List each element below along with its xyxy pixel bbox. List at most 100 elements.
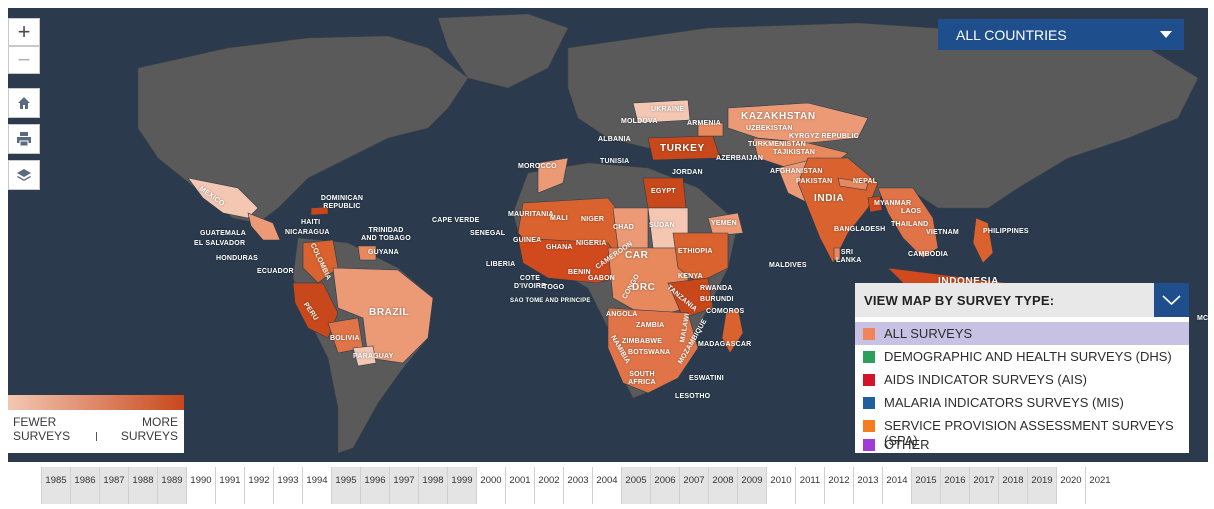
year-1999[interactable]: 1999 bbox=[447, 467, 476, 504]
country-label[interactable]: PARAGUAY bbox=[353, 353, 394, 360]
country-label[interactable]: HONDURAS bbox=[216, 255, 259, 262]
year-2011[interactable]: 2011 bbox=[795, 467, 824, 504]
country-label[interactable]: ESWATINI bbox=[689, 375, 724, 382]
country-label[interactable]: PAKISTAN bbox=[796, 178, 833, 185]
country-label[interactable]: MAURITANIA bbox=[508, 211, 554, 218]
country-label[interactable]: ANGOLA bbox=[606, 311, 638, 318]
year-1996[interactable]: 1996 bbox=[360, 467, 389, 504]
country-label[interactable]: COMOROS bbox=[706, 308, 745, 315]
country-label[interactable]: NIGERIA bbox=[576, 240, 607, 247]
country-label[interactable]: CHAD bbox=[613, 224, 635, 231]
layers-button[interactable] bbox=[8, 160, 40, 190]
year-1985[interactable]: 1985 bbox=[41, 467, 70, 504]
year-1988[interactable]: 1988 bbox=[128, 467, 157, 504]
country-label[interactable]: ZIMBABWE bbox=[622, 338, 663, 345]
country-label[interactable]: SUDAN bbox=[649, 222, 675, 229]
year-2005[interactable]: 2005 bbox=[621, 467, 650, 504]
country-label[interactable]: KAZAKHSTAN bbox=[741, 111, 816, 122]
world-map[interactable]: KAZAKHSTAN UZBEKISTAN KYRGYZ REPUBLIC TU… bbox=[8, 8, 1208, 462]
year-2010[interactable]: 2010 bbox=[766, 467, 795, 504]
country-label[interactable]: KYRGYZ REPUBLIC bbox=[789, 133, 859, 140]
year-1986[interactable]: 1986 bbox=[70, 467, 99, 504]
country-label[interactable]: MALDIVES bbox=[769, 262, 807, 269]
country-label[interactable]: MADAGASCAR bbox=[698, 341, 752, 348]
country-label[interactable]: MALI bbox=[550, 215, 568, 222]
year-1993[interactable]: 1993 bbox=[273, 467, 302, 504]
country-label[interactable]: TURKMENISTAN bbox=[748, 141, 806, 148]
country-label[interactable]: AFGHANISTAN bbox=[770, 168, 823, 175]
country-label[interactable]: VIETNAM bbox=[926, 229, 959, 236]
year-1987[interactable]: 1987 bbox=[99, 467, 128, 504]
country-label[interactable]: CAPE VERDE bbox=[432, 217, 480, 224]
year-2004[interactable]: 2004 bbox=[592, 467, 621, 504]
year-2013[interactable]: 2013 bbox=[853, 467, 882, 504]
country-label[interactable]: UZBEKISTAN bbox=[746, 125, 793, 132]
country-label[interactable]: LESOTHO bbox=[675, 393, 711, 400]
country-label[interactable]: SAO TOME AND PRINCIPE bbox=[510, 298, 591, 304]
zoom-out-button[interactable]: − bbox=[8, 46, 40, 74]
country-label[interactable]: GUINEA bbox=[513, 237, 542, 244]
country-label[interactable]: NEPAL bbox=[853, 178, 878, 185]
country-label[interactable]: MC bbox=[1197, 315, 1208, 322]
country-label[interactable]: INDIA bbox=[814, 193, 845, 204]
country-dropdown[interactable]: ALL COUNTRIES bbox=[938, 19, 1184, 50]
country-label[interactable]: SRI LANKA bbox=[836, 249, 862, 264]
year-2008[interactable]: 2008 bbox=[708, 467, 737, 504]
country-label[interactable]: TAJIKISTAN bbox=[773, 149, 816, 156]
country-label[interactable]: NIGER bbox=[581, 216, 605, 223]
home-button[interactable] bbox=[8, 88, 40, 118]
country-label[interactable]: HAITI bbox=[301, 219, 321, 226]
country-label[interactable]: INDONESIA bbox=[938, 276, 999, 287]
country-label[interactable]: MOLDOVA bbox=[621, 118, 658, 125]
country-label[interactable]: PHILIPPINES bbox=[983, 228, 1029, 235]
year-1989[interactable]: 1989 bbox=[157, 467, 186, 504]
year-1991[interactable]: 1991 bbox=[215, 467, 244, 504]
year-2015[interactable]: 2015 bbox=[911, 467, 940, 504]
country-label[interactable]: AZERBAIJAN bbox=[716, 155, 764, 162]
year-2012[interactable]: 2012 bbox=[824, 467, 853, 504]
country-label[interactable]: GUYANA bbox=[368, 249, 399, 256]
country-label[interactable]: DOMINICAN REPUBLIC bbox=[320, 195, 364, 210]
year-2021[interactable]: 2021 bbox=[1085, 467, 1114, 504]
country-label[interactable]: BOTSWANA bbox=[628, 349, 671, 356]
country-label[interactable]: THAILAND bbox=[891, 221, 929, 228]
country-label[interactable]: ZAMBIA bbox=[636, 322, 665, 329]
survey-option-all[interactable]: ALL SURVEYS bbox=[855, 322, 1189, 345]
survey-option-mis[interactable]: MALARIA INDICATORS SURVEYS (MIS) bbox=[855, 391, 1189, 414]
country-label[interactable]: COTE D'IVOIRE bbox=[513, 275, 547, 290]
survey-option-other[interactable]: OTHER bbox=[855, 437, 1189, 453]
country-label[interactable]: LAOS bbox=[901, 208, 922, 215]
country-label[interactable]: JORDAN bbox=[672, 169, 703, 176]
year-2020[interactable]: 2020 bbox=[1056, 467, 1085, 504]
country-label[interactable]: TRINIDAD AND TOBAGO bbox=[361, 227, 411, 242]
country-label[interactable]: MYANMAR bbox=[874, 200, 912, 207]
country-label[interactable]: KENYA bbox=[678, 273, 703, 280]
country-label[interactable]: UKRAINE bbox=[651, 106, 685, 113]
country-label[interactable]: TOGO bbox=[543, 284, 565, 291]
zoom-in-button[interactable]: + bbox=[8, 18, 40, 46]
country-label[interactable]: TUNISIA bbox=[600, 158, 630, 165]
country-label[interactable]: CAMBODIA bbox=[908, 251, 949, 258]
survey-option-spa[interactable]: SERVICE PROVISION ASSESSMENT SURVEYS (SP… bbox=[855, 414, 1189, 448]
country-label[interactable]: BANGLADESH bbox=[834, 226, 886, 233]
country-label[interactable]: EL SALVADOR bbox=[194, 240, 246, 247]
year-2017[interactable]: 2017 bbox=[969, 467, 998, 504]
year-2007[interactable]: 2007 bbox=[679, 467, 708, 504]
country-label[interactable]: NICARAGUA bbox=[285, 229, 330, 236]
year-2016[interactable]: 2016 bbox=[940, 467, 969, 504]
country-label[interactable]: TURKEY bbox=[660, 143, 705, 154]
year-2006[interactable]: 2006 bbox=[650, 467, 679, 504]
year-2018[interactable]: 2018 bbox=[998, 467, 1027, 504]
year-2009[interactable]: 2009 bbox=[737, 467, 766, 504]
year-2000[interactable]: 2000 bbox=[476, 467, 505, 504]
country-label[interactable]: RWANDA bbox=[700, 285, 733, 292]
year-2003[interactable]: 2003 bbox=[563, 467, 592, 504]
year-2014[interactable]: 2014 bbox=[882, 467, 911, 504]
country-label[interactable]: GHANA bbox=[546, 244, 573, 251]
country-label[interactable]: LIBERIA bbox=[486, 261, 516, 268]
country-label[interactable]: BRAZIL bbox=[369, 307, 410, 318]
survey-option-ais[interactable]: AIDS INDICATOR SURVEYS (AIS) bbox=[855, 368, 1189, 391]
country-label[interactable]: EGYPT bbox=[651, 188, 676, 195]
year-1995[interactable]: 1995 bbox=[331, 467, 360, 504]
survey-option-dhs[interactable]: DEMOGRAPHIC AND HEALTH SURVEYS (DHS) bbox=[855, 345, 1189, 368]
